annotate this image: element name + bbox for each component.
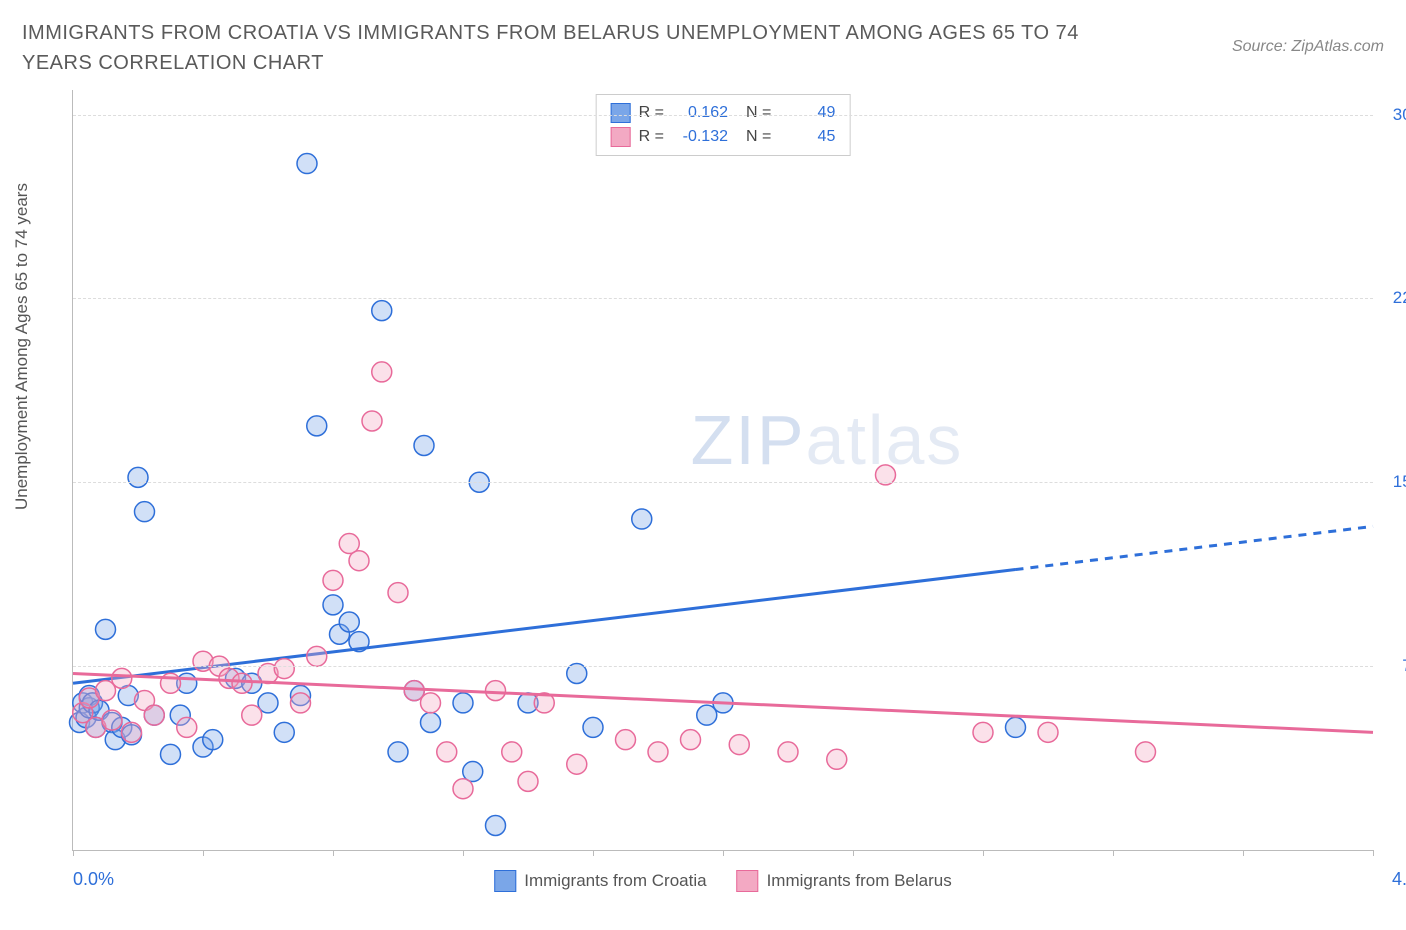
data-point — [1006, 717, 1026, 737]
data-point — [632, 509, 652, 529]
data-point — [339, 612, 359, 632]
data-point — [414, 435, 434, 455]
data-point — [421, 713, 441, 733]
data-point — [291, 693, 311, 713]
data-point — [242, 705, 262, 725]
data-point — [232, 673, 252, 693]
chart-container: Unemployment Among Ages 65 to 74 years Z… — [22, 90, 1384, 910]
data-point — [122, 722, 142, 742]
data-point — [453, 779, 473, 799]
data-point — [362, 411, 382, 431]
data-point — [144, 705, 164, 725]
y-axis-label: Unemployment Among Ages 65 to 74 years — [12, 183, 32, 510]
data-point — [102, 710, 122, 730]
top-legend-row: R = -0.132 N = 45 — [611, 125, 836, 149]
x-tick — [853, 850, 854, 856]
data-point — [161, 744, 181, 764]
x-tick — [1373, 850, 1374, 856]
data-point — [112, 668, 132, 688]
x-axis-max-label: 4.0% — [1392, 869, 1406, 890]
gridline-h — [73, 666, 1373, 667]
gridline-h — [73, 298, 1373, 299]
data-point — [388, 583, 408, 603]
x-tick — [593, 850, 594, 856]
data-point — [274, 722, 294, 742]
data-point — [372, 362, 392, 382]
data-point — [421, 693, 441, 713]
top-legend-r-value: 0.162 — [672, 101, 728, 125]
x-tick — [723, 850, 724, 856]
scatter-plot: ZIPatlas 0.0% 4.0% Immigrants from Croat… — [72, 90, 1372, 870]
top-legend-row: R = 0.162 N = 49 — [611, 101, 836, 125]
top-legend-n-value: 49 — [779, 101, 835, 125]
legend-swatch-croatia — [494, 870, 516, 892]
data-point — [778, 742, 798, 762]
data-point — [323, 595, 343, 615]
data-point — [372, 301, 392, 321]
data-point — [203, 730, 223, 750]
top-legend-r-value: -0.132 — [672, 125, 728, 149]
top-legend-n-label: N = — [746, 101, 771, 125]
y-tick-label: 7.5% — [1402, 656, 1406, 676]
source-attribution: Source: ZipAtlas.com — [1232, 18, 1384, 56]
legend-label-croatia: Immigrants from Croatia — [524, 871, 706, 891]
data-point — [973, 722, 993, 742]
legend-label-belarus: Immigrants from Belarus — [767, 871, 952, 891]
data-point — [177, 717, 197, 737]
data-point — [323, 570, 343, 590]
data-point — [453, 693, 473, 713]
legend-item-croatia: Immigrants from Croatia — [494, 870, 706, 892]
data-point — [349, 551, 369, 571]
data-point — [1038, 722, 1058, 742]
x-tick — [1113, 850, 1114, 856]
data-point — [307, 416, 327, 436]
data-point — [583, 717, 603, 737]
plot-area: ZIPatlas 0.0% 4.0% Immigrants from Croat… — [72, 90, 1373, 851]
data-point — [486, 681, 506, 701]
y-tick-label: 22.5% — [1393, 288, 1406, 308]
data-point — [96, 619, 116, 639]
plot-svg — [73, 90, 1373, 850]
gridline-h — [73, 115, 1373, 116]
data-point — [518, 771, 538, 791]
data-point — [437, 742, 457, 762]
data-point — [827, 749, 847, 769]
data-point — [128, 467, 148, 487]
data-point — [135, 502, 155, 522]
data-point — [486, 815, 506, 835]
legend-item-belarus: Immigrants from Belarus — [737, 870, 952, 892]
trend-line-dashed — [1016, 526, 1374, 569]
page-title: IMMIGRANTS FROM CROATIA VS IMMIGRANTS FR… — [22, 18, 1122, 78]
x-tick — [463, 850, 464, 856]
bottom-legend: Immigrants from Croatia Immigrants from … — [494, 870, 952, 892]
x-tick — [1243, 850, 1244, 856]
top-legend: R = 0.162 N = 49 R = -0.132 N = 45 — [596, 94, 851, 156]
data-point — [616, 730, 636, 750]
data-point — [729, 735, 749, 755]
top-legend-swatch — [611, 127, 631, 147]
x-tick — [983, 850, 984, 856]
y-tick-label: 15.0% — [1393, 472, 1406, 492]
legend-swatch-belarus — [737, 870, 759, 892]
data-point — [648, 742, 668, 762]
data-point — [681, 730, 701, 750]
top-legend-swatch — [611, 103, 631, 123]
x-tick — [203, 850, 204, 856]
x-tick — [73, 850, 74, 856]
top-legend-n-value: 45 — [779, 125, 835, 149]
data-point — [307, 646, 327, 666]
data-point — [274, 659, 294, 679]
top-legend-n-label: N = — [746, 125, 771, 149]
gridline-h — [73, 482, 1373, 483]
top-legend-r-label: R = — [639, 101, 664, 125]
x-axis-min-label: 0.0% — [73, 869, 114, 890]
data-point — [388, 742, 408, 762]
x-tick — [333, 850, 334, 856]
top-legend-r-label: R = — [639, 125, 664, 149]
data-point — [567, 754, 587, 774]
data-point — [297, 154, 317, 174]
data-point — [1136, 742, 1156, 762]
data-point — [502, 742, 522, 762]
y-tick-label: 30.0% — [1393, 105, 1406, 125]
